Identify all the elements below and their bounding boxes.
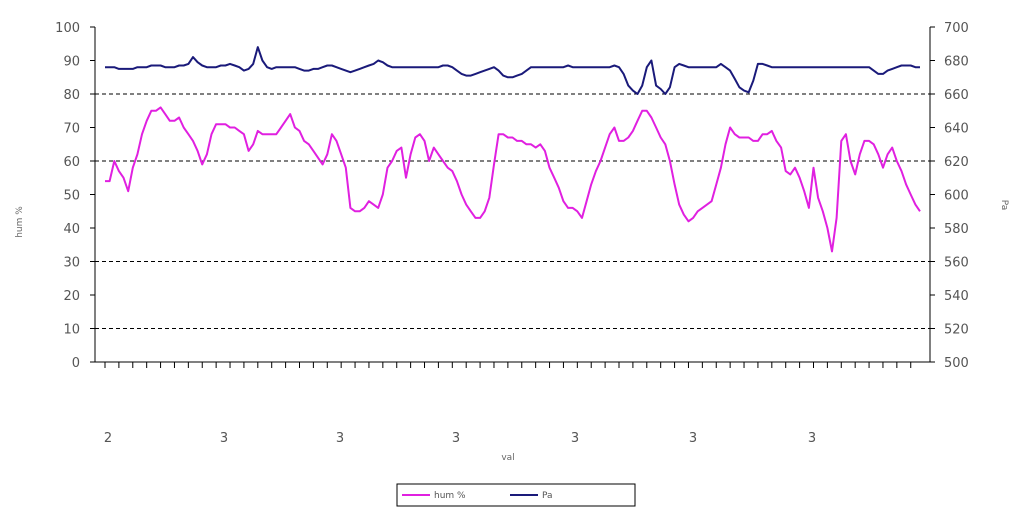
y-left-tick-label: 40: [63, 222, 80, 237]
y-left-tick-label: 90: [63, 55, 80, 70]
y-axis-right-ticks: 500 520 540 560 580 600 620 640 660 680 700: [930, 21, 969, 371]
x-axis-ticks: 2 3 3 3 3 3 3: [104, 362, 912, 446]
x-group-label: 2: [104, 431, 112, 446]
y-right-tick-label: 500: [944, 356, 969, 371]
x-group-label: 3: [808, 431, 816, 446]
x-group-label: 3: [689, 431, 697, 446]
legend: hum % Pa: [396, 483, 636, 507]
series-pressure-line: [105, 46, 920, 95]
series-humidity-line: [105, 106, 921, 253]
y-left-tick-label: 0: [72, 356, 80, 371]
y-axis-right-title: Pa: [999, 200, 1009, 211]
y-right-tick-label: 560: [944, 256, 969, 271]
y-left-tick-label: 10: [63, 323, 80, 338]
y-left-tick-label: 50: [63, 189, 80, 204]
x-group-label: 3: [220, 431, 228, 446]
x-group-label: 3: [571, 431, 579, 446]
y-axis-left-title: hum %: [15, 206, 25, 238]
y-left-tick-label: 80: [63, 88, 80, 103]
legend-frame: [396, 483, 636, 507]
y-right-tick-label: 640: [944, 122, 969, 137]
y-left-tick-label: 100: [55, 21, 80, 36]
y-right-tick-label: 520: [944, 323, 969, 338]
legend-label-pressure: Pa: [542, 491, 553, 501]
gridlines: [95, 93, 930, 329]
y-right-tick-label: 660: [944, 88, 969, 103]
y-axis-left-ticks: 0 10 20 30 40 50 60 70 80 90 100: [55, 21, 95, 371]
y-right-tick-label: 680: [944, 55, 969, 70]
legend-label-humidity: hum %: [434, 491, 466, 501]
x-axis-title: val: [501, 453, 514, 463]
y-left-tick-label: 20: [63, 289, 80, 304]
series-group: [105, 46, 921, 253]
y-left-tick-label: 30: [63, 256, 80, 271]
y-right-tick-label: 620: [944, 155, 969, 170]
y-right-tick-label: 580: [944, 222, 969, 237]
y-right-tick-label: 700: [944, 21, 969, 36]
y-left-tick-label: 60: [63, 155, 80, 170]
y-left-tick-label: 70: [63, 122, 80, 137]
y-right-tick-label: 540: [944, 289, 969, 304]
x-group-label: 3: [336, 431, 344, 446]
y-right-tick-label: 600: [944, 189, 969, 204]
x-group-label: 3: [452, 431, 460, 446]
